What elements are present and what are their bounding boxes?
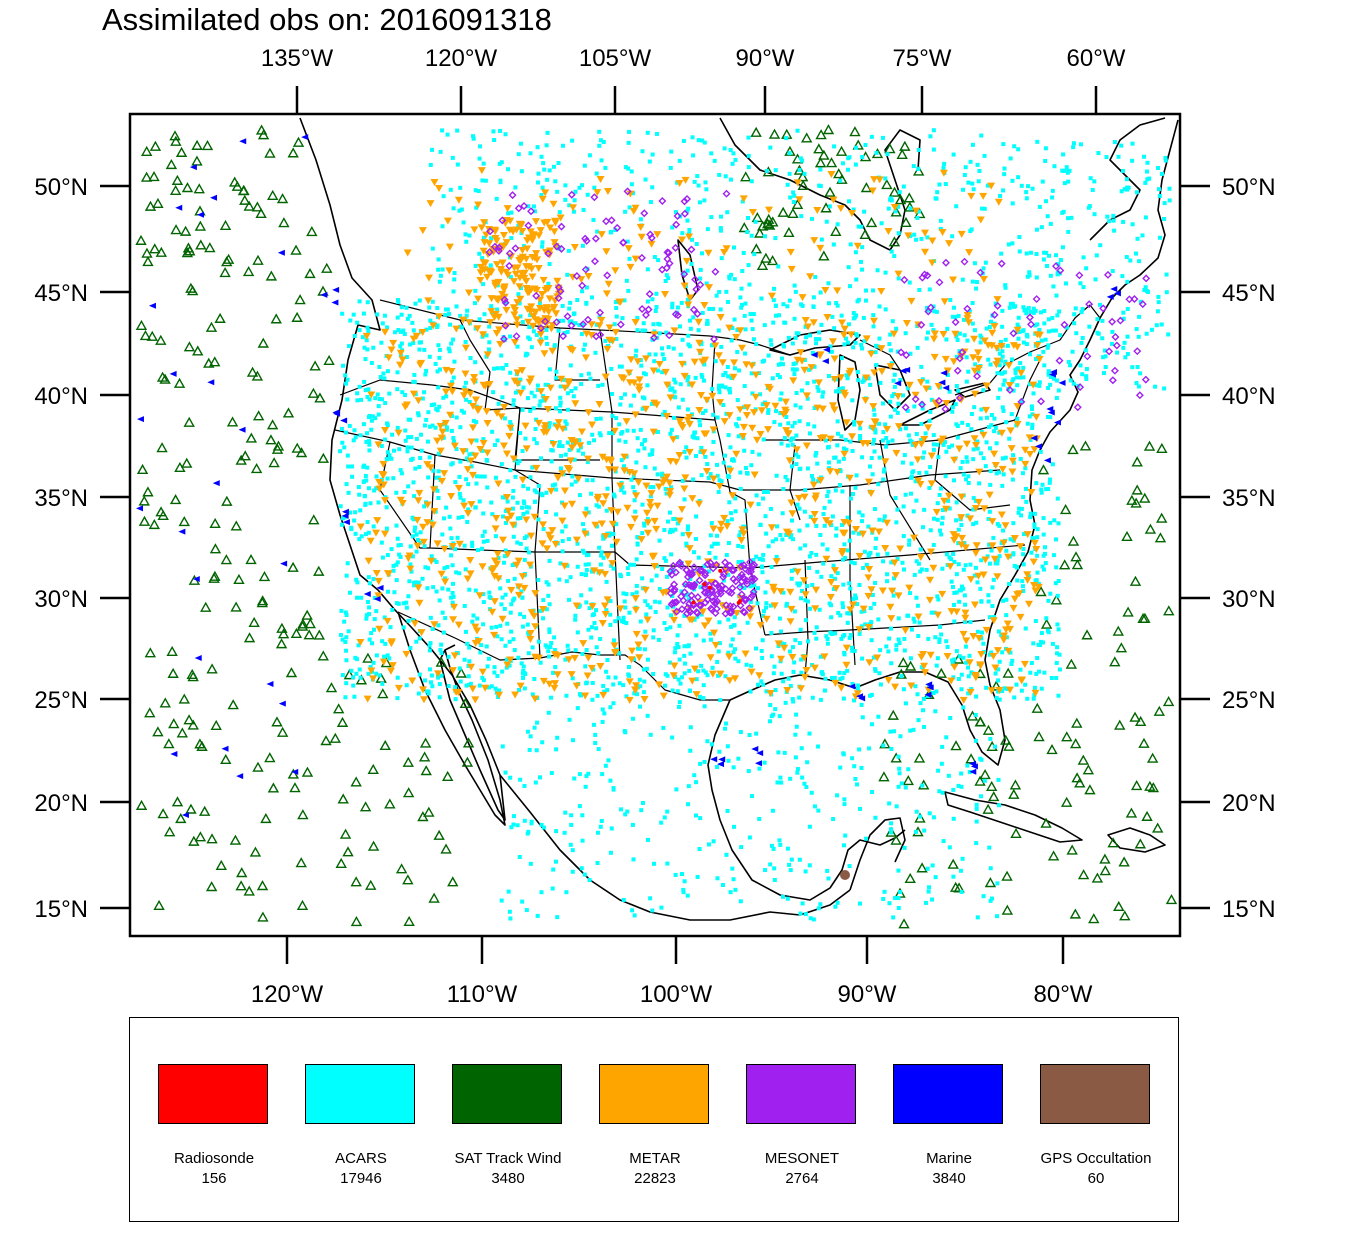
legend-item: Marine 3840 [893, 1064, 1005, 1187]
west-coastline [299, 117, 506, 821]
legend-swatch [158, 1064, 268, 1124]
axis-labels: 135°W 120°W 105°W 90°W 75°W 60°W 120°W 110°W 100… [34, 45, 1275, 1008]
legend-name: ACARS [335, 1150, 387, 1167]
legend-swatch [305, 1064, 415, 1124]
legend-count: 3840 [932, 1170, 966, 1187]
lake-superior [769, 329, 861, 356]
hudson-bay-coastline [719, 117, 921, 251]
legend-count: 60 [1087, 1170, 1105, 1187]
left-lat-label: 50°N [34, 174, 88, 201]
gulf-coastline [707, 629, 1006, 901]
legend-name: METAR [629, 1150, 681, 1167]
top-lon-label: 90°W [736, 45, 795, 72]
legend-count: 17946 [340, 1170, 382, 1187]
map-title: Assimilated obs on: 2016091318 [102, 2, 552, 37]
legend: Radiosonde 156 ACARS 17946 SAT Track Wind 348… [129, 1017, 1179, 1222]
legend-name: Marine [926, 1150, 972, 1167]
observation-points [135, 124, 1178, 929]
legend-count: 156 [201, 1170, 227, 1187]
top-lon-label: 60°W [1067, 45, 1126, 72]
right-lat-label: 45°N [1222, 280, 1276, 307]
legend-item: MESONET 2764 [746, 1064, 858, 1187]
right-lat-label: 50°N [1222, 174, 1276, 201]
legend-swatch [452, 1064, 562, 1124]
legend-name: GPS Occultation [1040, 1150, 1152, 1167]
left-lat-label: 35°N [34, 485, 88, 512]
left-lat-label: 30°N [34, 586, 88, 613]
lake-huron [874, 364, 911, 411]
map-frame [128, 112, 1182, 938]
legend-name: MESONET [764, 1150, 840, 1167]
newfoundland-coastline [1089, 117, 1166, 241]
lake-erie [899, 399, 956, 426]
legend-item: GPS Occultation 60 [1040, 1064, 1152, 1187]
top-lon-label: 120°W [425, 45, 498, 72]
east-coastline [989, 119, 1179, 631]
legend-count: 3480 [491, 1170, 525, 1187]
left-lat-label: 15°N [34, 896, 88, 923]
lake-winnipeg [677, 239, 699, 301]
bottom-lon-label: 120°W [251, 981, 324, 1008]
top-lon-label: 75°W [893, 45, 952, 72]
legend-item: Radiosonde 156 [158, 1064, 270, 1187]
right-lat-label: 25°N [1222, 687, 1276, 714]
left-lat-label: 20°N [34, 790, 88, 817]
legend-swatch [893, 1064, 1003, 1124]
bottom-lon-label: 90°W [838, 981, 897, 1008]
top-lon-label: 105°W [579, 45, 652, 72]
observation-map: 135°W 120°W 105°W 90°W 75°W 60°W 120°W 110°W 100… [34, 45, 1275, 1008]
right-lat-label: 35°N [1222, 485, 1276, 512]
left-lat-label: 45°N [34, 280, 88, 307]
lake-ontario [954, 382, 991, 398]
legend-item: ACARS 17946 [305, 1064, 417, 1187]
right-lat-label: 30°N [1222, 586, 1276, 613]
legend-item: METAR 22823 [599, 1064, 711, 1187]
legend-swatch [746, 1064, 856, 1124]
right-lat-label: 20°N [1222, 790, 1276, 817]
axis-ticks [100, 86, 1210, 964]
hispaniola-coastline [1107, 827, 1166, 853]
left-lat-label: 40°N [34, 383, 88, 410]
legend-swatch [599, 1064, 709, 1124]
legend-swatch [1040, 1064, 1150, 1124]
yucatan-coastline [849, 817, 906, 891]
right-lat-label: 40°N [1222, 383, 1276, 410]
baja-coastline [397, 611, 506, 826]
legend-name: SAT Track Wind [454, 1150, 562, 1167]
bottom-lon-label: 110°W [447, 981, 518, 1008]
bottom-lon-label: 100°W [640, 981, 713, 1008]
left-lat-label: 25°N [34, 687, 88, 714]
bottom-lon-label: 80°W [1034, 981, 1093, 1008]
legend-name: Radiosonde [173, 1150, 255, 1167]
legend-count: 2764 [785, 1170, 819, 1187]
legend-count: 22823 [634, 1170, 676, 1187]
top-lon-label: 135°W [261, 45, 334, 72]
legend-item: SAT Track Wind 3480 [452, 1064, 564, 1187]
right-lat-label: 15°N [1222, 896, 1276, 923]
